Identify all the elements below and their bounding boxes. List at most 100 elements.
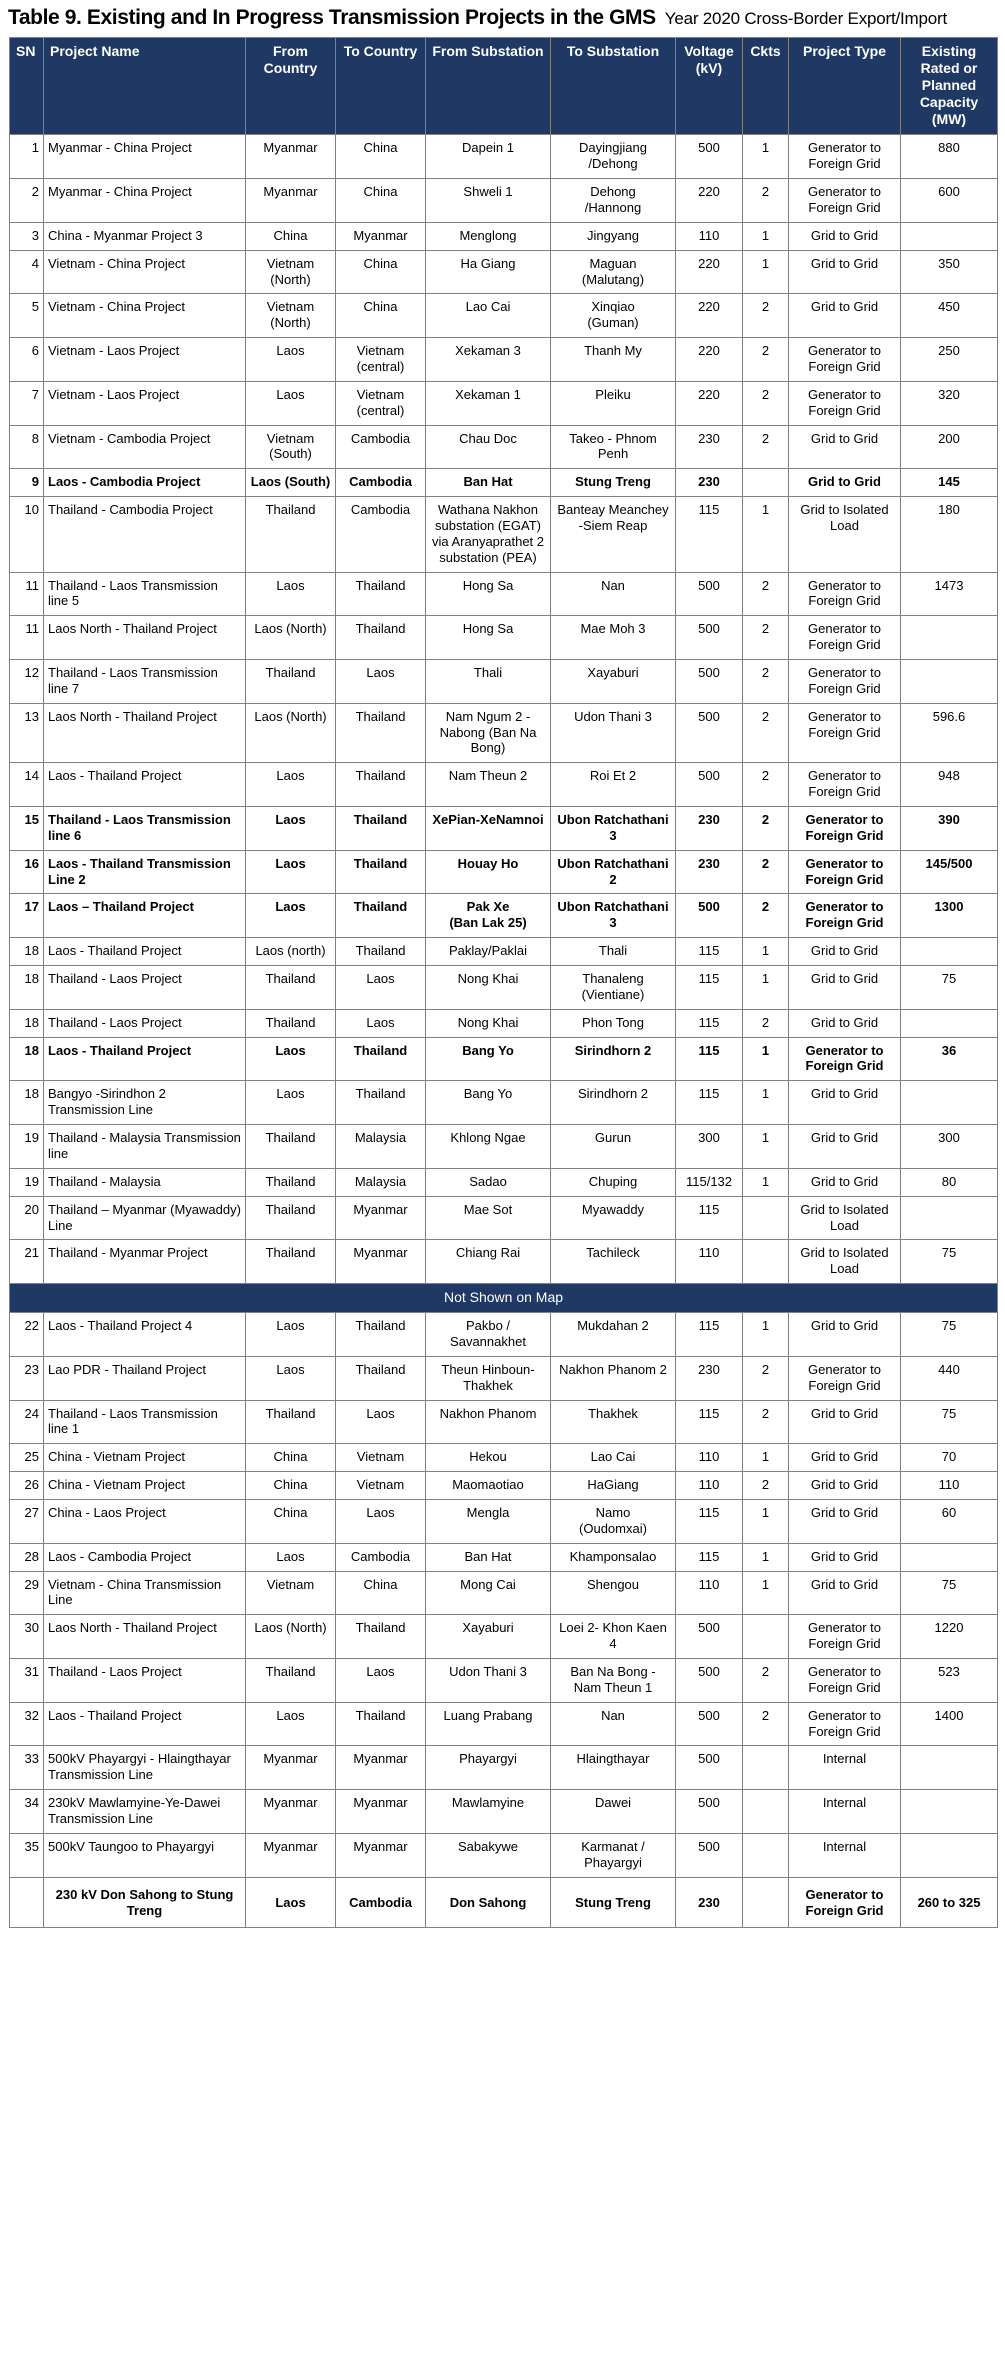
summary-cell-to-substation: Stung Treng xyxy=(550,1876,676,1929)
cell-from-country: Thailand xyxy=(245,1239,336,1285)
cell-to-country: Cambodia xyxy=(335,468,426,498)
cell-project-type: Generator to Foreign Grid xyxy=(788,659,901,704)
table-row: 23 Lao PDR - Thailand Project Laos Thailand… xyxy=(9,1355,998,1401)
cell-project-type: Internal xyxy=(788,1745,901,1791)
cell-from-country: Laos xyxy=(245,762,336,808)
table-row: 29 Vietnam - China Transmission Line Vietn… xyxy=(9,1570,998,1616)
cell-to-country: Thailand xyxy=(335,1355,426,1401)
cell-voltage: 115 xyxy=(675,937,743,967)
cell-from-country: Laos xyxy=(245,380,336,426)
cell-sn: 22 xyxy=(9,1312,44,1357)
cell-to-country: Thailand xyxy=(335,806,426,851)
cell-capacity xyxy=(900,1789,998,1834)
cell-sn: 30 xyxy=(9,1614,44,1660)
cell-from-substation: Xekaman 1 xyxy=(425,380,551,426)
cell-from-country: Laos xyxy=(245,1355,336,1401)
cell-capacity xyxy=(900,1080,998,1126)
cell-from-country: Myanmar xyxy=(245,134,336,180)
cell-to-country: Vietnam xyxy=(335,1443,426,1473)
cell-to-country: Cambodia xyxy=(335,1542,426,1572)
cell-to-substation: Myawaddy xyxy=(550,1195,676,1241)
cell-project-name: Thailand - Laos Project xyxy=(43,965,246,1010)
summary-cell-sn xyxy=(9,1876,44,1929)
cell-project-type: Grid to Isolated Load xyxy=(788,496,901,573)
cell-from-country: Laos (North) xyxy=(245,702,336,764)
cell-to-substation: Nan xyxy=(550,1701,676,1747)
cell-from-substation: Mawlamyine xyxy=(425,1789,551,1834)
cell-capacity: 1473 xyxy=(900,571,998,617)
cell-from-substation: Hong Sa xyxy=(425,571,551,617)
cell-voltage: 500 xyxy=(675,702,743,764)
cell-sn: 17 xyxy=(9,893,44,939)
cell-voltage: 500 xyxy=(675,1832,743,1878)
cell-to-substation: Xinqiao (Guman) xyxy=(550,293,676,339)
cell-from-substation: Chau Doc xyxy=(425,424,551,470)
table-row: 9 Laos - Cambodia Project Laos (South) Camb… xyxy=(9,468,998,498)
table-row: 18 Laos - Thailand Project Laos (north) Tha… xyxy=(9,937,998,967)
cell-sn: 10 xyxy=(9,496,44,573)
table-header-row: SN Project Name From Country To Country … xyxy=(9,36,998,136)
cell-from-substation: Nong Khai xyxy=(425,965,551,1010)
cell-voltage: 230 xyxy=(675,806,743,851)
cell-ckts: 1 xyxy=(742,1036,789,1082)
cell-from-substation: Khlong Ngae xyxy=(425,1124,551,1169)
cell-ckts: 2 xyxy=(742,380,789,426)
table-row: 8 Vietnam - Cambodia Project Vietnam (Sout… xyxy=(9,424,998,470)
cell-project-name: 500kV Taungoo to Phayargyi xyxy=(43,1832,246,1878)
cell-to-country: Cambodia xyxy=(335,496,426,573)
table-row: 22 Laos - Thailand Project 4 Laos Thailand P… xyxy=(9,1312,998,1357)
cell-sn: 35 xyxy=(9,1832,44,1878)
cell-capacity: 596.6 xyxy=(900,702,998,764)
cell-to-country: China xyxy=(335,249,426,295)
cell-to-substation: Mukdahan 2 xyxy=(550,1312,676,1357)
cell-from-country: Laos xyxy=(245,1312,336,1357)
table-row: 18 Bangyo -Sirindhon 2 Transmission Line L… xyxy=(9,1080,998,1126)
cell-project-name: 230kV Mawlamyine-Ye-Dawei Transmission L… xyxy=(43,1789,246,1834)
cell-from-country: Laos xyxy=(245,1080,336,1126)
cell-ckts: 1 xyxy=(742,249,789,295)
cell-voltage: 220 xyxy=(675,178,743,223)
cell-project-name: Laos - Thailand Project xyxy=(43,937,246,967)
cell-to-substation: Phon Tong xyxy=(550,1008,676,1038)
cell-project-name: Bangyo -Sirindhon 2 Transmission Line xyxy=(43,1080,246,1126)
cell-voltage: 500 xyxy=(675,571,743,617)
column-header-sn: SN xyxy=(9,36,44,136)
cell-voltage: 500 xyxy=(675,659,743,704)
cell-voltage: 500 xyxy=(675,615,743,661)
cell-voltage: 115 xyxy=(675,1499,743,1544)
cell-project-type: Grid to Grid xyxy=(788,1471,901,1501)
cell-project-type: Grid to Grid xyxy=(788,1167,901,1197)
table-row: 7 Vietnam - Laos Project Laos Vietnam (cent… xyxy=(9,380,998,426)
cell-sn: 26 xyxy=(9,1471,44,1501)
cell-to-substation: Jingyang xyxy=(550,221,676,251)
cell-sn: 15 xyxy=(9,806,44,851)
cell-to-substation: Thali xyxy=(550,937,676,967)
cell-project-type: Grid to Grid xyxy=(788,249,901,295)
table-row: 2 Myanmar - China Project Myanmar China Shwe… xyxy=(9,178,998,223)
table-row: 18 Laos - Thailand Project Laos Thailand Ban… xyxy=(9,1036,998,1082)
cell-to-substation: Mae Moh 3 xyxy=(550,615,676,661)
cell-voltage: 500 xyxy=(675,1614,743,1660)
cell-to-substation: Xayaburi xyxy=(550,659,676,704)
cell-to-country: Cambodia xyxy=(335,424,426,470)
cell-to-substation: Sirindhorn 2 xyxy=(550,1080,676,1126)
cell-from-country: Laos xyxy=(245,1542,336,1572)
cell-from-country: Laos xyxy=(245,1036,336,1082)
cell-voltage: 220 xyxy=(675,337,743,382)
cell-to-substation: Thanh My xyxy=(550,337,676,382)
cell-to-substation: Thakhek xyxy=(550,1399,676,1445)
cell-ckts: 2 xyxy=(742,1658,789,1703)
summary-cell-project-name: 230 kV Don Sahong to Stung Treng xyxy=(43,1876,246,1929)
cell-capacity xyxy=(900,1008,998,1038)
cell-from-substation: Houay Ho xyxy=(425,849,551,895)
cell-to-country: Thailand xyxy=(335,937,426,967)
cell-project-type: Grid to Grid xyxy=(788,293,901,339)
cell-voltage: 500 xyxy=(675,1745,743,1791)
cell-capacity: 1300 xyxy=(900,893,998,939)
cell-to-substation: Dayingjiang /Dehong xyxy=(550,134,676,180)
cell-ckts: 2 xyxy=(742,424,789,470)
table-row: 19 Thailand - Malaysia Thailand Malaysia Sad… xyxy=(9,1167,998,1197)
cell-voltage: 500 xyxy=(675,893,743,939)
cell-capacity: 60 xyxy=(900,1499,998,1544)
cell-capacity: 145/500 xyxy=(900,849,998,895)
